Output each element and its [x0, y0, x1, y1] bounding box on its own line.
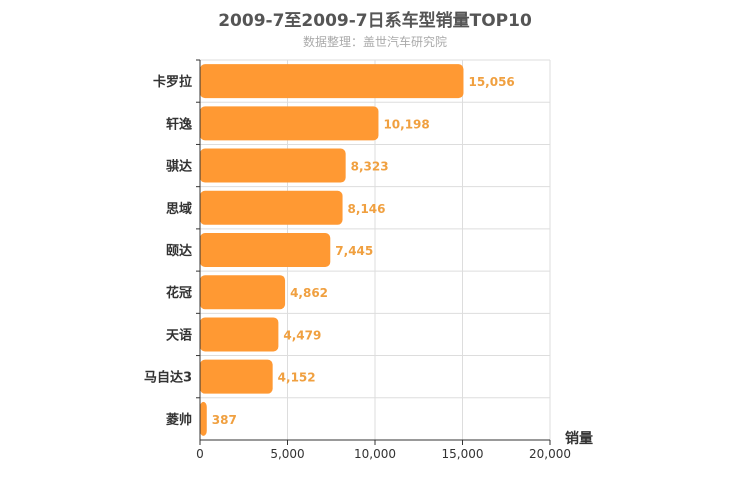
value-label: 15,056	[468, 75, 514, 89]
category-label: 颐达	[166, 243, 192, 259]
chart-title: 2009-7至2009-7日系车型销量TOP10	[218, 11, 532, 31]
bars: 15,056 10,198 8,323 8,146 7,445 4,862 4,479 4,1…	[200, 64, 515, 436]
x-tick-label: 20,000	[529, 447, 571, 461]
value-label: 10,198	[383, 117, 429, 131]
value-label: 8,323	[351, 160, 389, 174]
category-label: 骐达	[166, 159, 192, 175]
chart-subtitle: 数据整理：盖世汽车研究院	[302, 35, 447, 49]
category-label: 菱帅	[166, 412, 192, 428]
bar	[200, 401, 207, 436]
bar	[200, 148, 346, 183]
category-label: 天语	[166, 328, 192, 343]
bar	[200, 190, 343, 225]
value-label: 387	[212, 413, 237, 427]
category-label: 花冠	[166, 285, 192, 301]
bar	[200, 275, 286, 310]
value-label: 4,152	[278, 371, 316, 385]
value-label: 4,479	[283, 328, 321, 342]
category-label: 轩逸	[166, 116, 192, 132]
category-label: 卡罗拉	[153, 74, 192, 90]
value-label: 7,445	[335, 244, 373, 258]
x-axis-title: 销量	[565, 430, 593, 447]
category-label: 思域	[166, 201, 192, 217]
bar	[200, 317, 279, 352]
category-label: 马自达3	[144, 370, 192, 386]
bar	[200, 106, 379, 141]
bar	[200, 233, 331, 267]
x-tick-label: 10,000	[354, 447, 396, 461]
x-tick-label: 15,000	[442, 447, 484, 461]
value-label: 8,146	[348, 202, 386, 216]
x-tick-label: 5,000	[270, 447, 304, 461]
value-label: 4,862	[290, 286, 328, 300]
bar	[200, 64, 464, 99]
bar	[200, 359, 273, 394]
x-tick-label: 0	[196, 447, 204, 461]
